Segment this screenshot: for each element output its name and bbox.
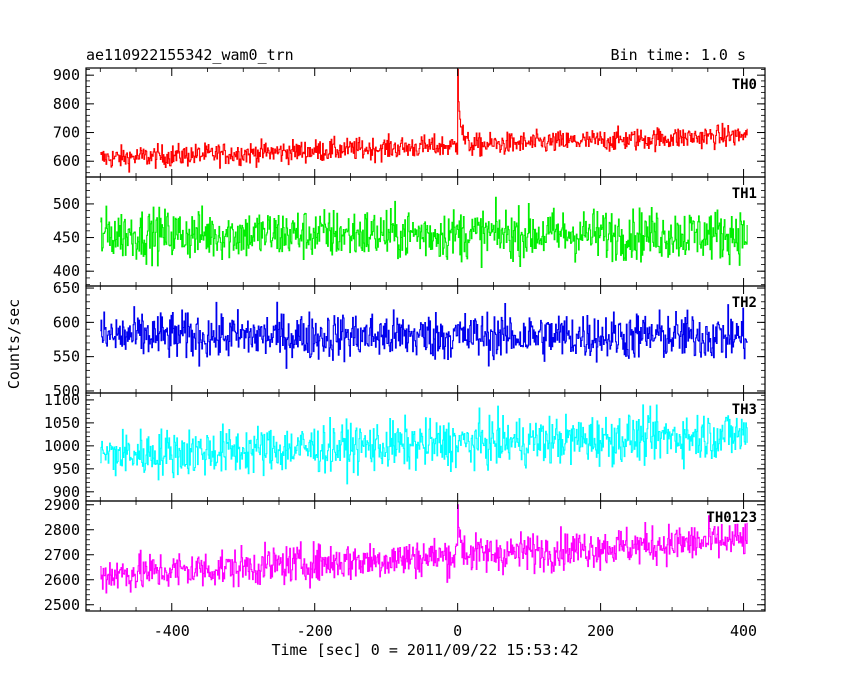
y-axis-title: Counts/sec <box>5 299 23 389</box>
y-tick-label: 500 <box>53 195 80 213</box>
x-axis-title: Time [sec] 0 = 2011/09/22 15:53:42 <box>271 641 578 659</box>
y-tick-label: 2900 <box>44 496 80 514</box>
series-th0123 <box>100 504 748 594</box>
x-tick-label: -200 <box>297 622 333 640</box>
series-th3 <box>100 404 748 485</box>
panel-th2: 500 550 600 650 TH2 <box>53 279 766 400</box>
y-tick-label: 400 <box>53 262 80 280</box>
x-tick-label: -400 <box>154 622 190 640</box>
y-tick-label: 1000 <box>44 437 80 455</box>
x-tick-label: 400 <box>730 622 757 640</box>
bin-time-label: Bin time: 1.0 s <box>611 46 746 64</box>
y-tick-label: 600 <box>53 152 80 170</box>
x-tick-label: 200 <box>587 622 614 640</box>
y-tick-label: 600 <box>53 313 80 331</box>
panel-th0123: 2500 2600 2700 2800 2900 TH0123 <box>44 496 766 614</box>
y-tick-label: 1100 <box>44 391 80 409</box>
y-tick-label: 2800 <box>44 521 80 539</box>
y-tick-label: 950 <box>53 460 80 478</box>
series-th0 <box>100 68 748 173</box>
chart-title: ae110922155342_wam0_trn <box>86 46 294 64</box>
y-tick-label: 650 <box>53 279 80 297</box>
panel-label: TH2 <box>732 295 757 311</box>
panels-group: 600 700 800 900 TH0 400 450 500 TH1 500 550 600 650 T… <box>44 66 766 640</box>
panel-th3: 900 950 1000 1050 1100 TH3 <box>44 391 766 502</box>
y-tick-label: 2700 <box>44 546 80 564</box>
panel-label: TH0123 <box>706 510 757 526</box>
y-tick-label: 2600 <box>44 571 80 589</box>
x-tick-label: 0 <box>453 622 462 640</box>
panel-th0: 600 700 800 900 TH0 <box>53 66 766 178</box>
series-th1 <box>100 196 748 269</box>
panel-frame <box>85 500 766 612</box>
y-tick-label: 1050 <box>44 414 80 432</box>
y-tick-label: 500 <box>53 382 80 400</box>
y-tick-label: 900 <box>53 66 80 84</box>
y-tick-label: 700 <box>53 124 80 142</box>
panel-th1: 400 450 500 TH1 <box>53 176 766 287</box>
panel-label: TH1 <box>732 186 757 202</box>
panel-label: TH0 <box>732 77 757 93</box>
y-tick-label: 450 <box>53 229 80 247</box>
y-tick-label: 900 <box>53 483 80 501</box>
panel-label: TH3 <box>732 402 757 418</box>
y-tick-label: 800 <box>53 95 80 113</box>
series-th2 <box>100 301 748 369</box>
y-tick-label: 550 <box>53 348 80 366</box>
y-tick-label: 2500 <box>44 596 80 614</box>
